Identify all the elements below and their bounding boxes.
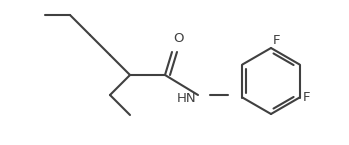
Text: F: F bbox=[273, 34, 281, 47]
Text: O: O bbox=[174, 31, 184, 45]
Text: HN: HN bbox=[176, 91, 196, 105]
Text: F: F bbox=[303, 91, 310, 104]
